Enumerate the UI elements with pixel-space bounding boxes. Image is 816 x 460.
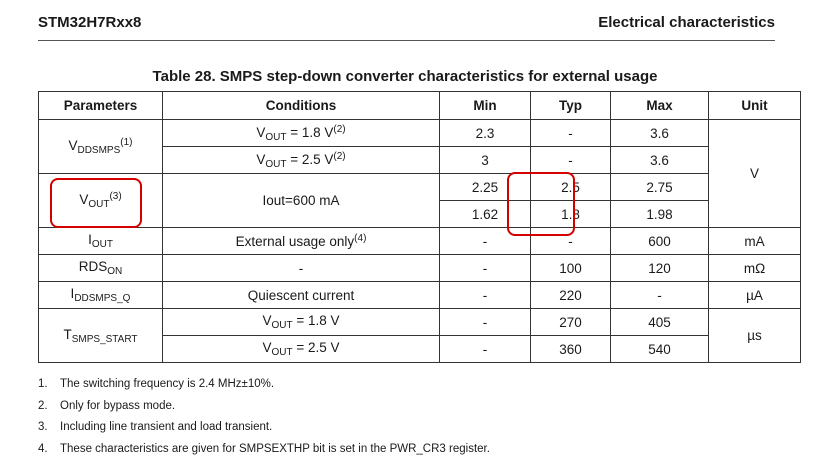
header-divider — [38, 40, 775, 41]
col-header-typ: Typ — [531, 92, 611, 120]
max-cell: 405 — [611, 309, 709, 336]
max-cell: 1.98 — [611, 201, 709, 228]
unit-cell: mA — [709, 228, 801, 255]
table-row: VDDSMPS(1) VOUT = 1.8 V(2) 2.3 - 3.6 V — [39, 120, 801, 147]
typ-cell: 360 — [531, 336, 611, 363]
typ-cell: 220 — [531, 282, 611, 309]
max-cell: 120 — [611, 255, 709, 282]
unit-cell: µs — [709, 309, 801, 363]
footnote: 3.Including line transient and load tran… — [38, 417, 490, 439]
typ-cell: 100 — [531, 255, 611, 282]
condition-cell: VOUT = 2.5 V(2) — [163, 147, 440, 174]
max-cell: 540 — [611, 336, 709, 363]
condition-cell: VOUT = 1.8 V(2) — [163, 120, 440, 147]
smps-table: Parameters Conditions Min Typ Max Unit V… — [38, 91, 801, 363]
vout-typ-highlight — [507, 172, 575, 236]
min-cell: - — [440, 309, 531, 336]
param-iout: IOUT — [39, 228, 163, 255]
condition-cell: Quiescent current — [163, 282, 440, 309]
max-cell: - — [611, 282, 709, 309]
typ-cell: 270 — [531, 309, 611, 336]
col-header-unit: Unit — [709, 92, 801, 120]
condition-cell: VOUT = 1.8 V — [163, 309, 440, 336]
param-tsmps-start: TSMPS_START — [39, 309, 163, 363]
min-cell: - — [440, 282, 531, 309]
table-row: IOUT External usage only(4) - - 600 mA — [39, 228, 801, 255]
document-id: STM32H7Rxx8 — [38, 14, 141, 31]
max-cell: 3.6 — [611, 120, 709, 147]
table-header-row: Parameters Conditions Min Typ Max Unit — [39, 92, 801, 120]
min-cell: 3 — [440, 147, 531, 174]
table-caption: Table 28. SMPS step-down converter chara… — [0, 68, 810, 85]
footnotes: 1.The switching frequency is 2.4 MHz±10%… — [38, 374, 490, 460]
footnote: 1.The switching frequency is 2.4 MHz±10%… — [38, 374, 490, 396]
condition-cell: External usage only(4) — [163, 228, 440, 255]
col-header-min: Min — [440, 92, 531, 120]
condition-cell: - — [163, 255, 440, 282]
typ-cell: - — [531, 147, 611, 174]
param-vddsmps: VDDSMPS(1) — [39, 120, 163, 174]
max-cell: 2.75 — [611, 174, 709, 201]
col-header-max: Max — [611, 92, 709, 120]
table-row: TSMPS_START VOUT = 1.8 V - 270 405 µs — [39, 309, 801, 336]
condition-cell: VOUT = 2.5 V — [163, 336, 440, 363]
unit-cell: V — [709, 120, 801, 228]
table-row: RDSON - - 100 120 mΩ — [39, 255, 801, 282]
min-cell: - — [440, 255, 531, 282]
section-title: Electrical characteristics — [598, 14, 775, 31]
min-cell: 2.3 — [440, 120, 531, 147]
param-rdson: RDSON — [39, 255, 163, 282]
condition-cell: Iout=600 mA — [163, 174, 440, 228]
unit-cell: mΩ — [709, 255, 801, 282]
param-iddsmps-q: IDDSMPS_Q — [39, 282, 163, 309]
unit-cell: µA — [709, 282, 801, 309]
typ-cell: - — [531, 120, 611, 147]
table-row: VOUT(3) Iout=600 mA 2.25 2.5 2.75 — [39, 174, 801, 201]
col-header-conditions: Conditions — [163, 92, 440, 120]
table-row: IDDSMPS_Q Quiescent current - 220 - µA — [39, 282, 801, 309]
max-cell: 3.6 — [611, 147, 709, 174]
col-header-parameters: Parameters — [39, 92, 163, 120]
vout-param-highlight — [50, 178, 142, 228]
footnote: 2.Only for bypass mode. — [38, 396, 490, 418]
min-cell: - — [440, 336, 531, 363]
max-cell: 600 — [611, 228, 709, 255]
